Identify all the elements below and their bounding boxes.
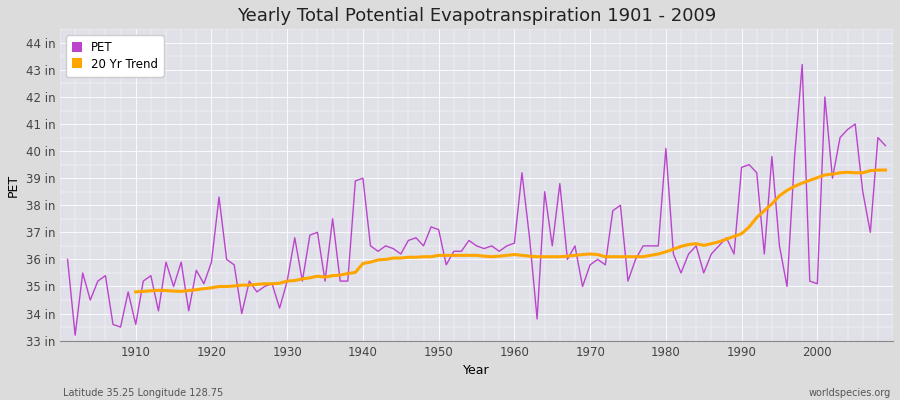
Legend: PET, 20 Yr Trend: PET, 20 Yr Trend bbox=[66, 35, 164, 76]
X-axis label: Year: Year bbox=[464, 364, 490, 377]
Text: worldspecies.org: worldspecies.org bbox=[809, 388, 891, 398]
Y-axis label: PET: PET bbox=[7, 173, 20, 196]
Text: Latitude 35.25 Longitude 128.75: Latitude 35.25 Longitude 128.75 bbox=[63, 388, 223, 398]
Title: Yearly Total Potential Evapotranspiration 1901 - 2009: Yearly Total Potential Evapotranspiratio… bbox=[237, 7, 716, 25]
